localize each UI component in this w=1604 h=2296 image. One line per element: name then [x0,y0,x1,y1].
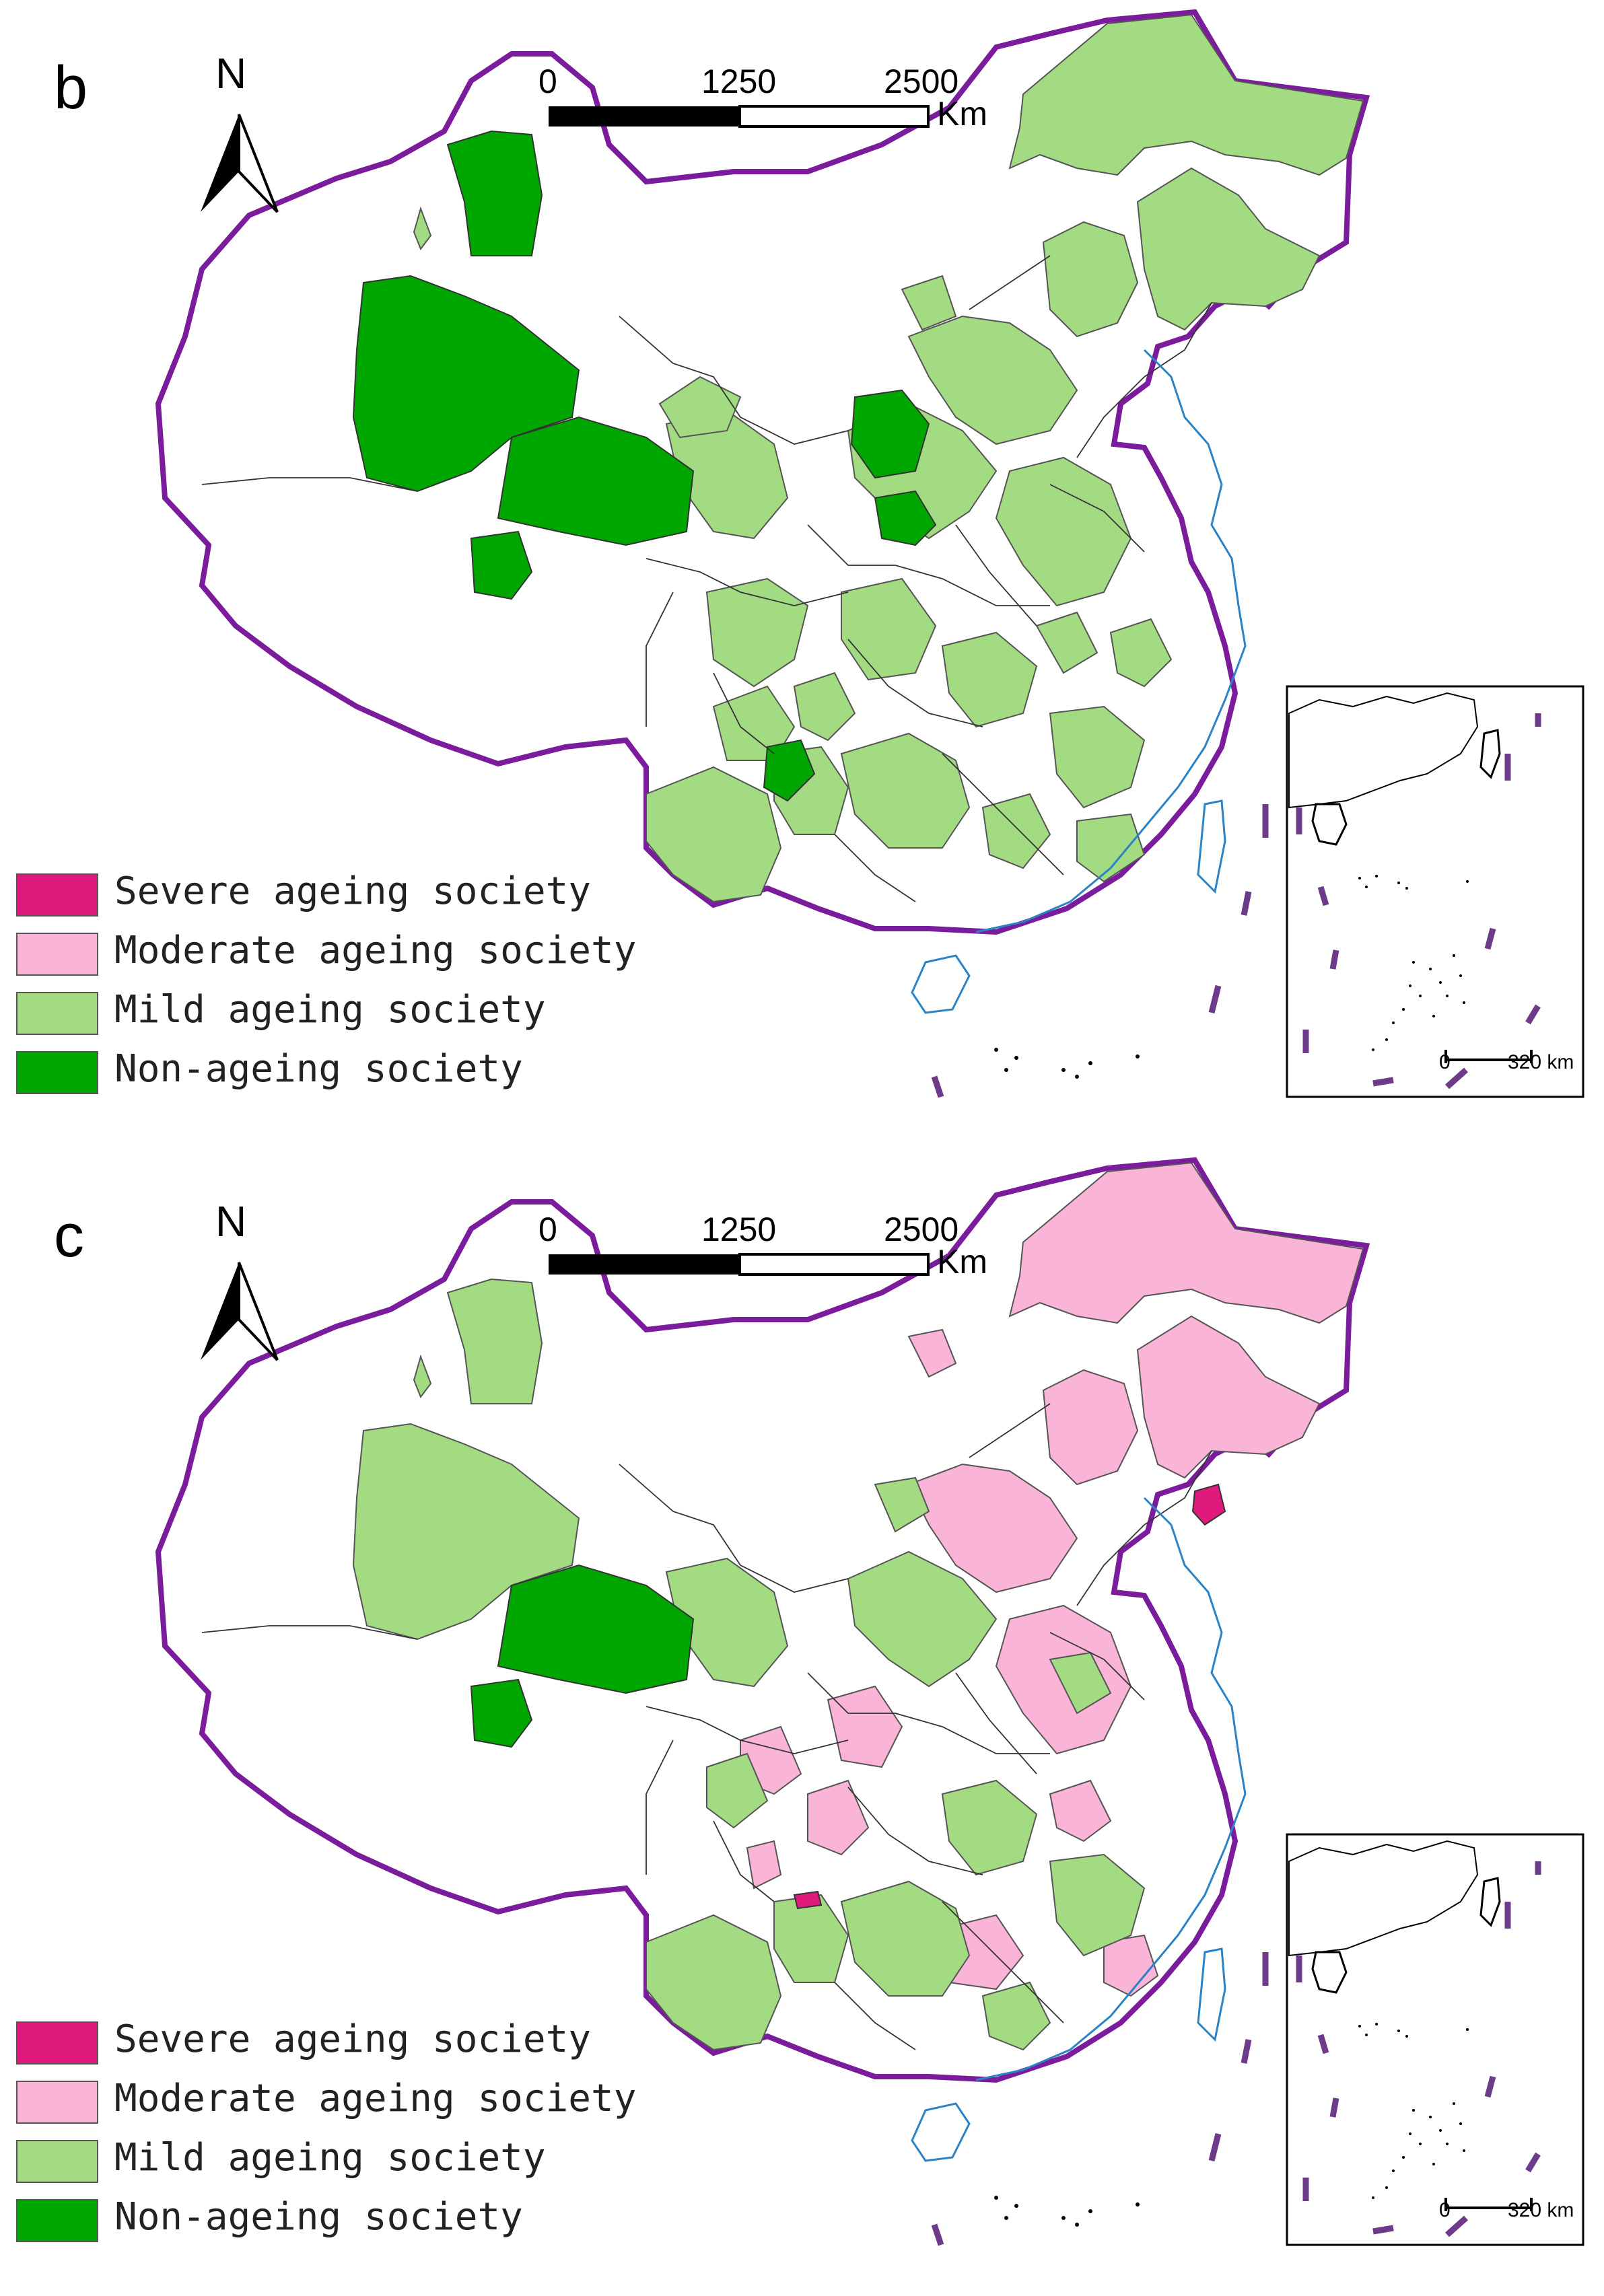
admin-borders [201,255,1212,902]
legend-swatch [16,2140,98,2183]
choropleth-map-c [0,1148,1604,2296]
inset-scale-320: 320 km [1508,1051,1574,1073]
legend-label: Moderate ageing society [114,929,637,972]
choropleth-map-b [0,0,1604,1148]
admin-borders [201,1403,1212,2050]
scale-tick-2500: 2500 [884,1211,959,1248]
scale-bar-icon [549,105,930,128]
inset-scale-320: 320 km [1508,2199,1574,2221]
legend-label: Moderate ageing society [114,2077,637,2120]
legend-label: Mild ageing society [114,2136,546,2180]
inset-scale-0: 0 [1439,1051,1451,1073]
legend-swatch [16,2199,98,2242]
legend-swatch [16,2081,98,2124]
non-ageing-regions [352,130,937,802]
map-panel-b: b N 0 1250 2500 Km 0 320 km Severe agein… [0,0,1604,1148]
map-panel-c: c N 0 1250 2500 Km 0 320 km Severe agein… [0,1148,1604,2296]
north-arrow-icon [201,114,279,213]
legend-label: Mild ageing society [114,988,546,1032]
scale-unit: Km [937,1243,987,1281]
legend-label: Non-ageing society [114,2195,523,2239]
panel-letter: b [54,55,88,122]
panel-letter: c [54,1203,84,1270]
north-arrow-icon [201,1262,279,1361]
severe-ageing-regions [793,1483,1226,1910]
scale-tick-2500: 2500 [884,63,959,100]
scale-tick-0: 0 [538,1211,557,1248]
legend-swatch [16,2021,98,2065]
scale-tick-1250: 1250 [701,63,777,100]
north-label: N [215,49,247,98]
inset-scale-0: 0 [1439,2199,1451,2221]
mild-ageing-regions [352,1278,1146,2051]
legend-swatch [16,873,98,917]
legend-label: Non-ageing society [114,1047,523,1091]
legend-label: Severe ageing society [114,869,592,913]
scale-tick-1250: 1250 [701,1211,777,1248]
legend-swatch [16,992,98,1035]
scale-unit: Km [937,95,987,133]
scale-bar-icon [549,1253,930,1276]
non-ageing-regions [470,1564,695,1748]
legend-swatch [16,933,98,976]
north-label: N [215,1197,247,1246]
scale-tick-0: 0 [538,63,557,100]
legend-swatch [16,1051,98,1094]
legend-label: Severe ageing society [114,2017,592,2061]
